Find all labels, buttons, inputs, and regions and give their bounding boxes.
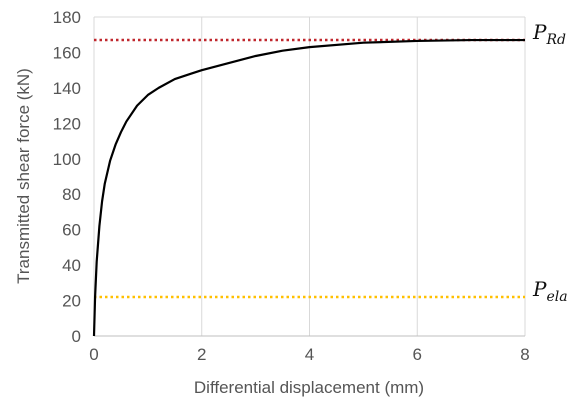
x-tick-label: 2 xyxy=(197,345,206,364)
y-tick-label: 60 xyxy=(62,221,81,240)
y-tick-label: 140 xyxy=(53,79,81,98)
y-tick-label: 180 xyxy=(53,8,81,27)
y-tick-label: 160 xyxy=(53,43,81,62)
reference-line-symbol: P xyxy=(532,20,547,44)
y-tick-label: 120 xyxy=(53,114,81,133)
y-tick-label: 20 xyxy=(62,292,81,311)
x-tick-label: 0 xyxy=(89,345,98,364)
x-tick-label: 6 xyxy=(413,345,422,364)
reference-line-subscript: ela xyxy=(546,289,567,305)
x-axis-label: Differential displacement (mm) xyxy=(194,378,424,397)
x-tick-label: 8 xyxy=(520,345,529,364)
y-tick-label: 40 xyxy=(62,256,81,275)
reference-line-subscript: Rd xyxy=(545,32,566,48)
y-tick-label: 80 xyxy=(62,185,81,204)
reference-line-symbol: P xyxy=(532,277,547,301)
reference-line-label: PRd xyxy=(532,20,566,48)
y-axis-label: Transmitted shear force (kN) xyxy=(14,68,33,284)
x-tick-label: 4 xyxy=(305,345,314,364)
series-line xyxy=(92,38,525,337)
y-tick-label: 100 xyxy=(53,150,81,169)
series-layer xyxy=(92,38,525,337)
reference-line-label: Pela xyxy=(532,277,568,305)
grid xyxy=(93,16,526,337)
y-tick-label: 0 xyxy=(72,327,81,346)
